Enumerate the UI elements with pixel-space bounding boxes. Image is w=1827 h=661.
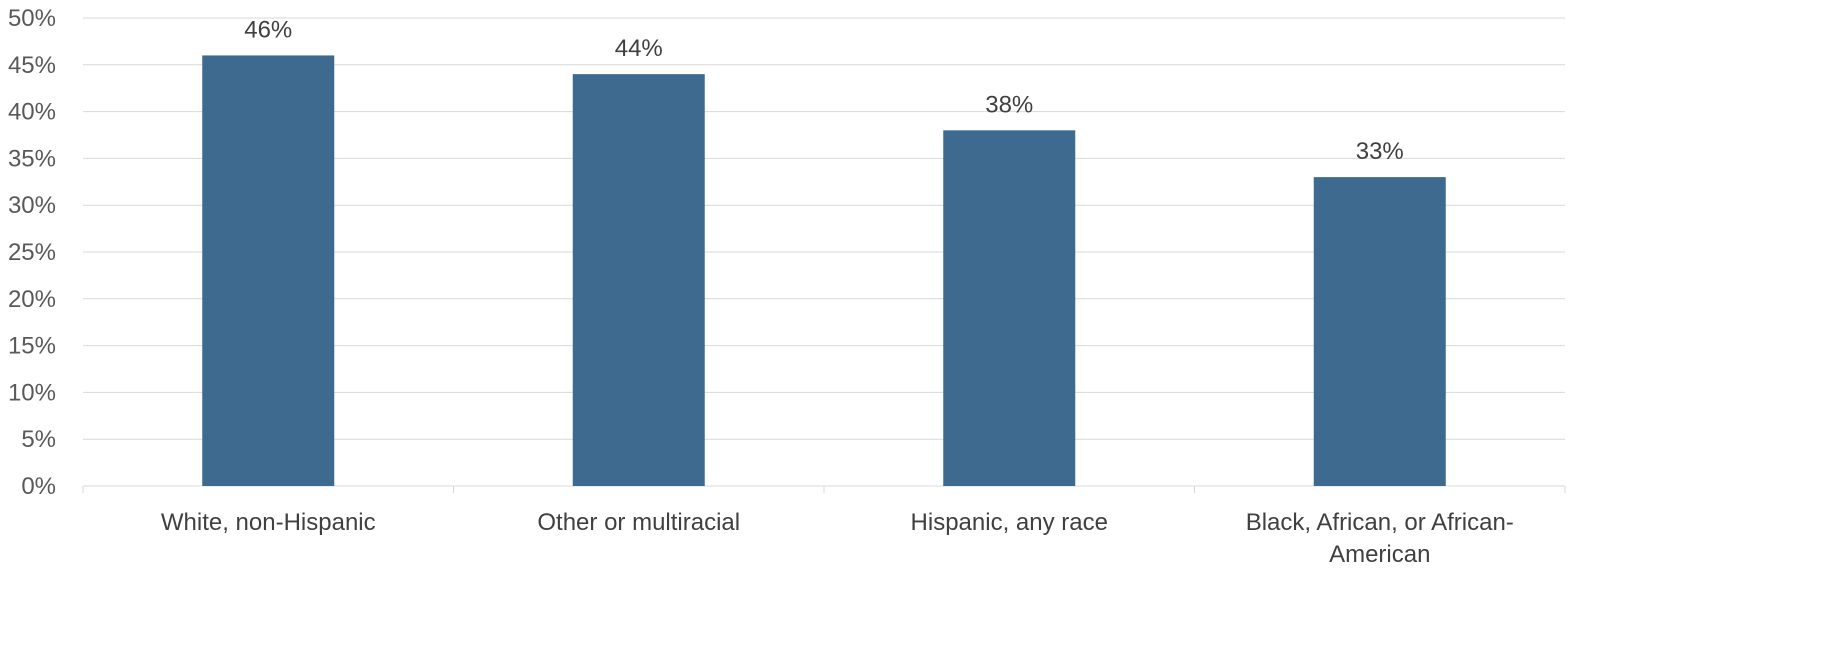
y-tick-label: 40%: [8, 99, 56, 126]
bar: [202, 55, 335, 486]
y-tick-label: 30%: [8, 192, 56, 219]
y-tick-label: 25%: [8, 239, 56, 266]
y-tick-label: 15%: [8, 333, 56, 360]
data-label: 33%: [1356, 138, 1404, 165]
category-label: Other or multiracial: [537, 509, 740, 536]
bar: [1313, 177, 1446, 486]
y-tick-label: 5%: [21, 426, 56, 453]
y-tick-label: 10%: [8, 379, 56, 406]
data-label: 38%: [985, 91, 1033, 118]
y-tick-label: 50%: [8, 5, 56, 32]
category-label: American: [1329, 541, 1430, 568]
category-label: White, non-Hispanic: [161, 509, 376, 536]
category-label: Hispanic, any race: [911, 509, 1108, 536]
y-axis-tick-labels: 0% 5% 10% 15% 20% 25% 30% 35% 40% 45% 50%: [8, 5, 56, 500]
y-tick-label: 20%: [8, 286, 56, 313]
y-tick-label: 0%: [21, 473, 56, 500]
category-label: Black, African, or African-: [1246, 509, 1514, 536]
data-label: 46%: [244, 16, 292, 43]
bar: [572, 74, 705, 486]
category-labels: White, non-Hispanic Other or multiracial H…: [161, 509, 1514, 568]
bars: [202, 55, 1446, 486]
data-label: 44%: [615, 35, 663, 62]
x-axis: [82, 485, 1566, 493]
y-tick-label: 35%: [8, 145, 56, 172]
data-labels: 46% 44% 38% 33%: [244, 16, 1404, 165]
bar: [943, 130, 1076, 486]
y-tick-label: 45%: [8, 52, 56, 79]
